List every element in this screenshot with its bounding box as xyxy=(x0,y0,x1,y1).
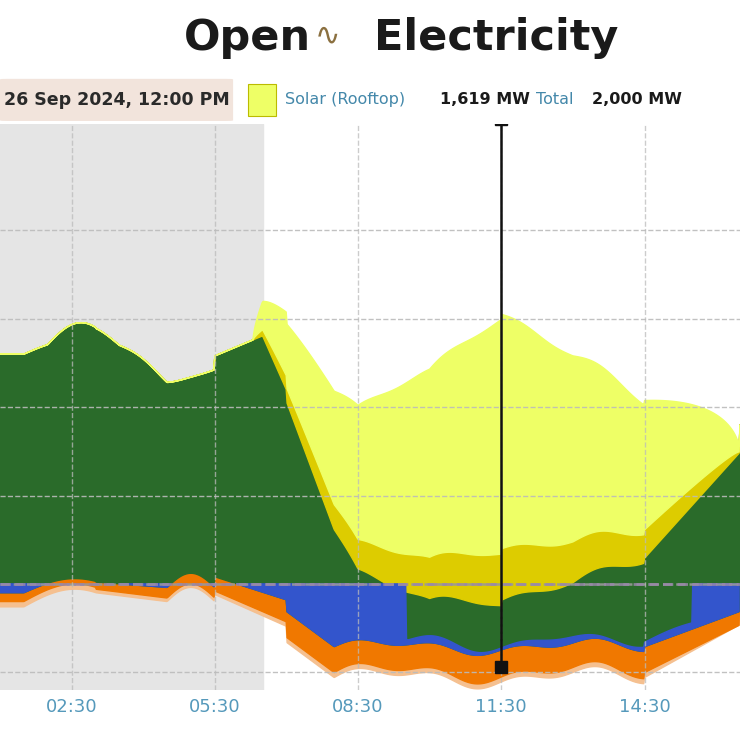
Text: Solar (Rooftop): Solar (Rooftop) xyxy=(285,93,410,107)
Text: Total: Total xyxy=(536,93,579,107)
Bar xyxy=(0,124,263,690)
Text: ∿: ∿ xyxy=(314,22,340,51)
FancyBboxPatch shape xyxy=(0,79,233,121)
Text: 26 Sep 2024, 12:00 PM: 26 Sep 2024, 12:00 PM xyxy=(4,91,230,109)
Text: Electricity: Electricity xyxy=(374,17,618,59)
Text: Open: Open xyxy=(184,17,311,59)
Text: 1,619 MW: 1,619 MW xyxy=(440,93,530,107)
Text: 2,000 MW: 2,000 MW xyxy=(592,93,682,107)
FancyBboxPatch shape xyxy=(248,84,276,115)
